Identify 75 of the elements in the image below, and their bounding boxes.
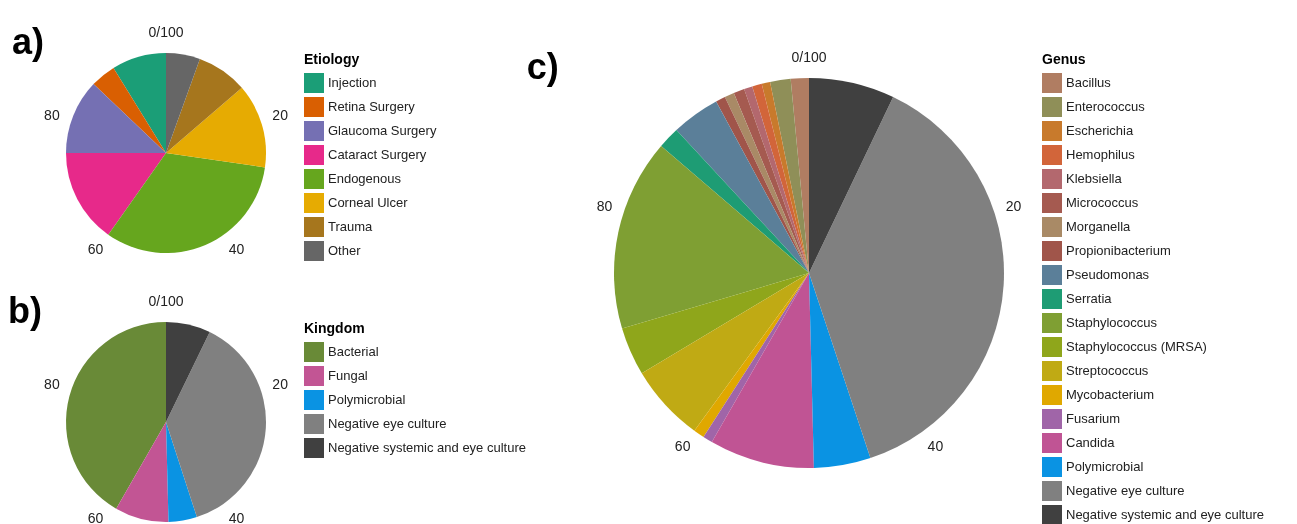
legend-label: Endogenous	[328, 171, 402, 186]
legend-label: Negative eye culture	[328, 416, 447, 431]
pie-slice	[809, 78, 894, 273]
pie-slice	[66, 84, 166, 153]
pie-slice	[108, 153, 265, 253]
text: 40	[228, 241, 245, 258]
pie-slice	[809, 97, 1004, 459]
legend-label: Corneal Ulcer	[328, 195, 409, 210]
pie-slice	[113, 53, 166, 153]
pie-slice	[622, 273, 809, 374]
legend-label: Propionibacterium	[1066, 243, 1171, 258]
legend-label: Injection	[328, 75, 377, 90]
legend-label: Candida	[1066, 435, 1116, 450]
text: 20	[272, 375, 289, 392]
pie-slice	[93, 67, 166, 153]
legend-label: Micrococcus	[1066, 195, 1139, 210]
legend-label: Klebsiella	[1066, 171, 1123, 186]
legend-label: Bacillus	[1066, 75, 1112, 90]
legend-label: Streptococcus	[1066, 363, 1149, 378]
text: 20	[1005, 197, 1022, 214]
text: 0/100	[148, 24, 184, 40]
legend-label: Fungal	[328, 368, 368, 383]
pie-slice	[661, 130, 809, 273]
pie-slice	[116, 422, 169, 522]
legend-label: Negative systemic and eye culture	[1066, 507, 1264, 522]
legend-label: Pseudomonas	[1066, 267, 1150, 282]
chart-title: b)	[8, 290, 43, 331]
legend-label: Mycobacterium	[1066, 387, 1155, 402]
pie-slice	[166, 422, 197, 522]
chart-title: c)	[526, 46, 559, 87]
text: 40	[927, 437, 944, 454]
legend-title: Kingdom	[304, 320, 365, 336]
pie-slice	[66, 322, 166, 509]
legend-label: Polymicrobial	[328, 392, 406, 407]
legend-label: Enterococcus	[1066, 99, 1146, 114]
legend-label: Trauma	[328, 219, 374, 234]
pie-slice	[66, 153, 166, 235]
pie-slice	[809, 273, 871, 468]
text: 80	[596, 197, 613, 214]
legend-label: Cataract Surgery	[328, 147, 427, 162]
legend-label: Retina Surgery	[328, 99, 416, 114]
pie-slice	[166, 58, 242, 153]
pie-slice	[770, 78, 809, 273]
legend-label: Serratia	[1066, 291, 1113, 306]
legend-label: Hemophilus	[1066, 147, 1136, 162]
pie-slice	[614, 145, 809, 329]
chart-title: a)	[12, 21, 45, 62]
text: 0/100	[791, 49, 827, 65]
text: 0/100	[148, 293, 184, 309]
legend-label: Fusarium	[1066, 411, 1121, 426]
pie-slice	[166, 53, 200, 153]
legend-label: Other	[328, 243, 362, 258]
pie-slice	[641, 273, 809, 431]
pie-slice	[711, 273, 814, 468]
legend-title: Genus	[1042, 51, 1086, 67]
legend-label: Negative systemic and eye culture	[328, 440, 526, 455]
legend-label: Staphylococcus	[1066, 315, 1158, 330]
text: 80	[44, 106, 60, 123]
legend-label: Morganella	[1066, 219, 1132, 234]
legend-label: Bacterial	[328, 344, 379, 359]
legend-label: Glaucoma Surgery	[328, 123, 437, 138]
pie-slice	[166, 322, 210, 422]
legend-label: Polymicrobial	[1066, 459, 1144, 474]
text: 20	[272, 106, 289, 123]
legend-label: Escherichia	[1066, 123, 1134, 138]
legend-label: Staphylococcus (MRSA)	[1066, 339, 1207, 354]
legend-label: Negative eye culture	[1066, 483, 1185, 498]
text: 60	[87, 241, 104, 258]
text: 60	[87, 510, 104, 524]
legend-title: Etiology	[304, 51, 360, 67]
pie-slice	[676, 101, 809, 273]
pie-slice	[166, 87, 266, 168]
text: 40	[228, 510, 245, 524]
text: 80	[44, 375, 60, 392]
text: 60	[674, 437, 691, 454]
